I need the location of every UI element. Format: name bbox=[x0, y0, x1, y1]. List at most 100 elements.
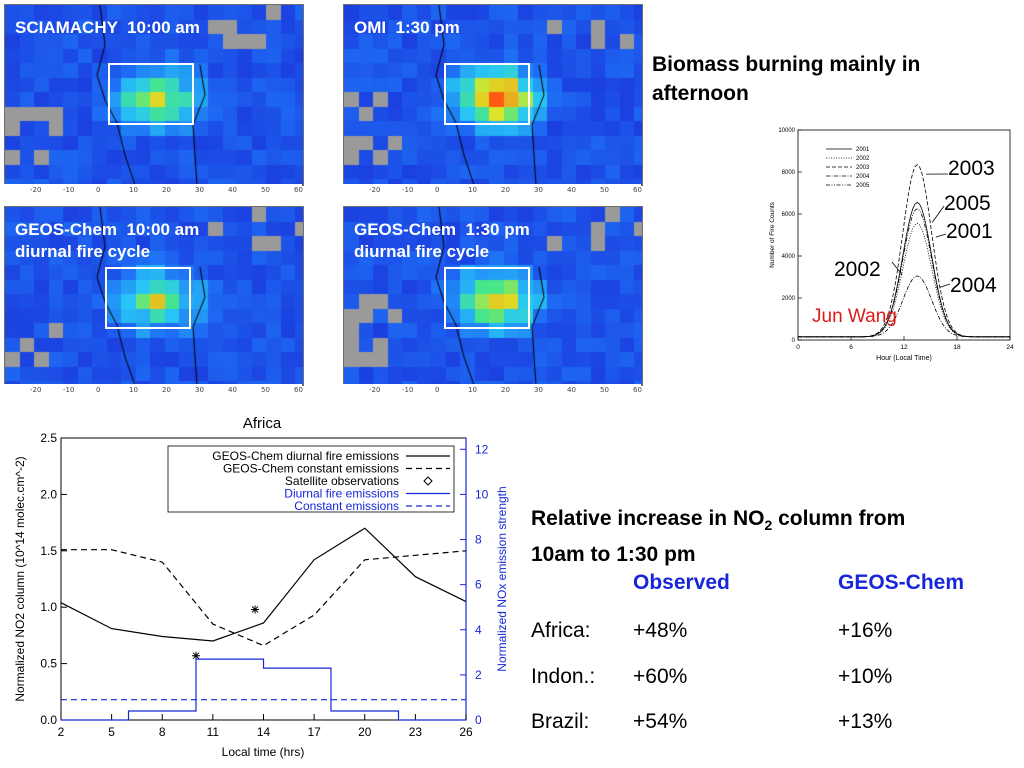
africa-region-box bbox=[105, 267, 191, 329]
y-tick-label: 1.5 bbox=[40, 544, 57, 558]
legend-label: GEOS-Chem constant emissions bbox=[223, 462, 399, 476]
table-heading: Relative increase in NO2 column from 10a… bbox=[531, 504, 905, 569]
map-tick-label: -20 bbox=[30, 386, 42, 394]
callout-2005: 2005 bbox=[944, 192, 991, 215]
callout-pointer bbox=[935, 233, 947, 238]
map-tick-label: 50 bbox=[261, 386, 270, 394]
x-tick-label: 8 bbox=[159, 725, 166, 739]
map-tick-label: 20 bbox=[501, 186, 510, 194]
y-tick-label: 2.5 bbox=[40, 431, 57, 445]
row-observed: +48% bbox=[633, 619, 688, 642]
africa-region-box bbox=[444, 267, 530, 329]
inset-fire-curve bbox=[798, 208, 1010, 338]
map-tick-label: 10 bbox=[129, 186, 138, 194]
map-tick-label: 40 bbox=[567, 186, 576, 194]
map-tick-label: -20 bbox=[369, 186, 381, 194]
map-tick-label: 20 bbox=[501, 386, 510, 394]
inset-ytick-label: 10000 bbox=[778, 128, 795, 134]
callout-pointer bbox=[891, 261, 903, 276]
x-tick-label: 23 bbox=[409, 725, 423, 739]
inset-legend: 2001 2002 2003 2004 2005 bbox=[826, 147, 870, 189]
series-geos-chem-diurnal-fire-emissions bbox=[60, 527, 467, 642]
map-tick-strip: -20 -10 0 10 20 30 40 50 60 bbox=[343, 184, 642, 198]
table-heading-line-1: Relative increase in NO2 column from bbox=[531, 504, 905, 540]
map-tick-label: 0 bbox=[435, 386, 440, 394]
map-sciamachy: SCIAMACHY 10:00 am bbox=[4, 4, 304, 186]
map-tick-label: 20 bbox=[162, 386, 171, 394]
inset-legend-label: 2005 bbox=[856, 183, 870, 189]
y2-tick-label: 8 bbox=[475, 533, 482, 547]
map-tick-label: -10 bbox=[63, 386, 75, 394]
map-tick-label: 50 bbox=[261, 186, 270, 194]
map-tick-label: 0 bbox=[435, 186, 440, 194]
map-tick-label: 10 bbox=[468, 386, 477, 394]
legend-label: Constant emissions bbox=[294, 499, 399, 513]
map-tick-label: 40 bbox=[567, 386, 576, 394]
heading-subscript: 2 bbox=[764, 517, 773, 534]
table-heading-line-2: 10am to 1:30 pm bbox=[531, 543, 696, 567]
x-axis-label: Local time (hrs) bbox=[222, 745, 305, 759]
y-tick-label: 1.0 bbox=[40, 600, 57, 614]
map-geoschem-10am: GEOS-Chem 10:00 am diurnal fire cycle bbox=[4, 206, 304, 386]
callout-2002: 2002 bbox=[834, 258, 881, 281]
callout-2001: 2001 bbox=[946, 220, 993, 243]
map-title-omi: OMI 1:30 pm bbox=[354, 18, 460, 37]
x-tick-label: 14 bbox=[257, 725, 271, 739]
inset-ytick-label: 6000 bbox=[782, 212, 796, 218]
x-tick-label: 26 bbox=[459, 725, 473, 739]
map-tick-label: -10 bbox=[402, 386, 414, 394]
x-tick-label: 11 bbox=[207, 725, 220, 739]
col-header-geoschem: GEOS-Chem bbox=[838, 571, 965, 594]
africa-region-box bbox=[444, 63, 530, 125]
map-title-sciamachy: SCIAMACHY 10:00 am bbox=[15, 18, 200, 37]
map-tick-label: 50 bbox=[600, 386, 609, 394]
no2-heatmap-omi bbox=[344, 5, 642, 185]
chart-legend-box bbox=[167, 445, 455, 513]
inset-ytick-label: 2000 bbox=[782, 296, 796, 302]
series-diurnal-fire-emissions bbox=[61, 658, 466, 721]
satellite-observation-point bbox=[192, 651, 200, 660]
map-tick-label: 0 bbox=[96, 186, 101, 194]
map-tick-label: 30 bbox=[195, 386, 204, 394]
legend-marker bbox=[423, 476, 433, 486]
y2-tick-label: 6 bbox=[475, 578, 482, 592]
inset-fire-curve bbox=[798, 164, 1010, 338]
no2-heatmap-geoschem-10am bbox=[5, 207, 303, 385]
map-tick-strip: -20 -10 0 10 20 30 40 50 60 bbox=[343, 384, 642, 398]
row-observed: +60% bbox=[633, 665, 688, 688]
legend-label: GEOS-Chem diurnal fire emissions bbox=[212, 449, 399, 463]
y2-tick-label: 2 bbox=[475, 668, 482, 682]
inset-xtick-label: 0 bbox=[796, 344, 800, 351]
map-tick-label: 20 bbox=[162, 186, 171, 194]
y2-tick-label: 10 bbox=[475, 487, 489, 501]
series-geos-chem-constant-emissions bbox=[61, 549, 467, 647]
y2-axis-label: Normalized NOx emission strength bbox=[495, 486, 509, 671]
y-axis-label: Normalized NO2 column (10^14 molec.cm^-2… bbox=[13, 456, 27, 701]
x-tick-label: 2 bbox=[58, 725, 65, 739]
map-tick-label: 0 bbox=[96, 386, 101, 394]
legend-label: Diurnal fire emissions bbox=[284, 487, 399, 501]
row-observed: +54% bbox=[633, 710, 688, 733]
y-tick-label: 0.5 bbox=[40, 657, 57, 671]
author-label: Jun Wang bbox=[812, 306, 897, 327]
inset-ytick-label: 0 bbox=[792, 338, 796, 344]
inset-xlabel: Hour (Local Time) bbox=[876, 355, 932, 362]
inset-ylabel: Number of Fire Counts bbox=[769, 201, 776, 267]
map-tick-label: 60 bbox=[294, 386, 303, 394]
map-tick-label: 60 bbox=[633, 386, 642, 394]
map-tick-label: -20 bbox=[369, 386, 381, 394]
y2-tick-label: 12 bbox=[475, 442, 489, 456]
row-model: +10% bbox=[838, 665, 893, 688]
map-tick-label: 60 bbox=[633, 186, 642, 194]
col-header-observed: Observed bbox=[633, 571, 730, 594]
inset-xtick-label: 24 bbox=[1006, 344, 1014, 351]
fire-counts-inset: 0 2000 4000 6000 8000 10000 0 6 12 18 24 Number o… bbox=[764, 122, 1020, 366]
inset-ytick-label: 8000 bbox=[782, 170, 796, 176]
heading-text-b: column from bbox=[772, 507, 906, 530]
map-tick-label: 30 bbox=[534, 386, 543, 394]
row-region: Indon.: bbox=[531, 665, 596, 688]
map-tick-label: 60 bbox=[294, 186, 303, 194]
inset-xtick-label: 12 bbox=[900, 344, 908, 351]
map-tick-label: 50 bbox=[600, 186, 609, 194]
legend-label: Satellite observations bbox=[285, 474, 399, 488]
